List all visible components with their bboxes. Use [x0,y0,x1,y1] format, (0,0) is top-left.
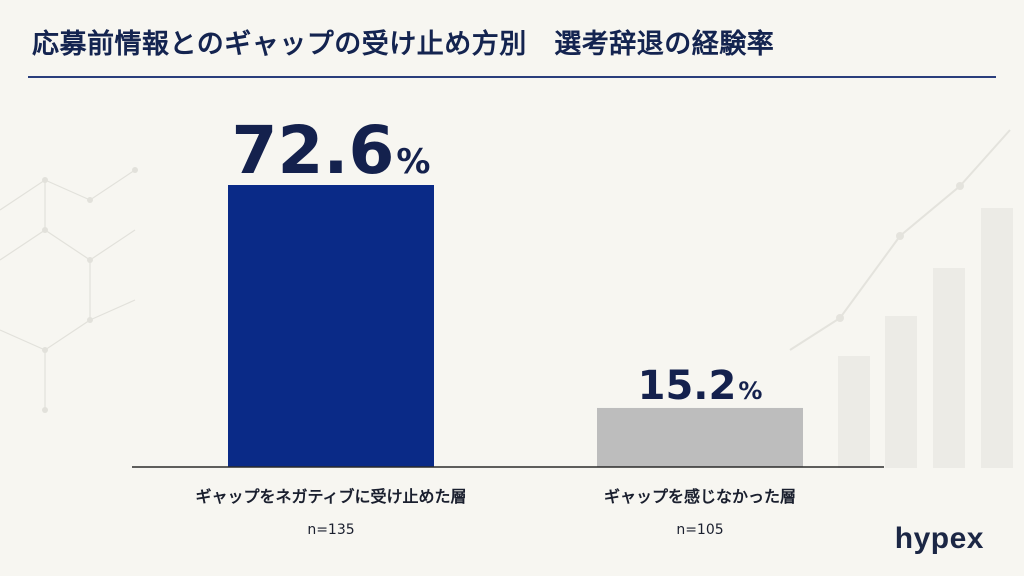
value-label-2: 15.2% [638,363,763,409]
category-label-1: ギャップをネガティブに受け止めた層 [195,487,466,506]
title-divider [28,76,996,78]
brand-logo: hypex [894,522,984,555]
sample-size-2: n=105 [676,522,723,538]
value-number: 15.2 [638,363,737,409]
value-label-1: 72.6% [232,112,431,189]
page-title: 応募前情報とのギャップの受け止め方別 選考辞退の経験率 [32,29,775,60]
value-number: 72.6 [232,112,395,189]
category-label-2: ギャップを感じなかった層 [604,487,796,506]
bar-1 [228,185,434,467]
value-unit: % [738,377,762,405]
sample-size-1: n=135 [307,522,354,538]
value-unit: % [396,142,430,182]
bar-2 [597,407,803,467]
